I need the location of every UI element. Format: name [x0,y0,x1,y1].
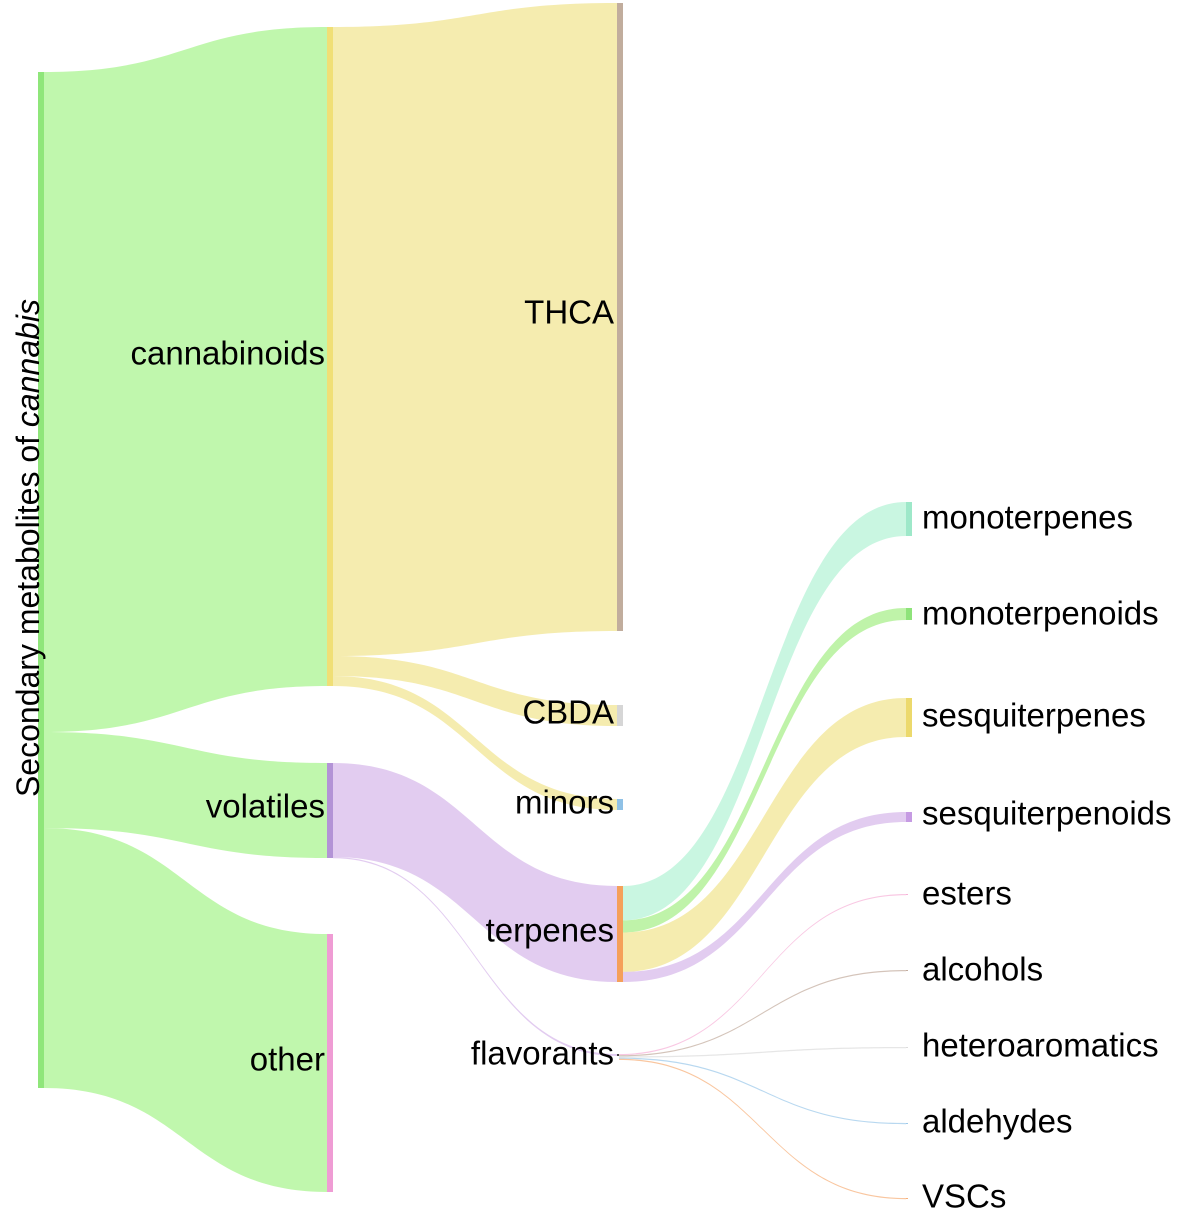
node-label-sesquiterpenoids: sesquiterpenoids [922,795,1172,832]
link-root-to-volatiles [44,732,327,858]
node-bar-CBDA [617,705,623,726]
node-bar-heteroaromatics [906,1047,908,1048]
link-cannabinoids-to-CBDA [333,656,617,726]
diagram-title-prefix: Secondary metabolites of [10,427,46,797]
node-bar-sesquiterpenoids [906,812,912,822]
diagram-title: Secondary metabolites of cannabis [10,299,46,797]
link-root-to-cannabinoids [44,27,327,732]
link-volatiles-to-terpenes [333,763,617,982]
node-bar-flavorants [617,1054,619,1056]
node-label-heteroaromatics: heteroaromatics [922,1027,1159,1064]
node-bar-volatiles [327,763,333,858]
sankey-node-bars [38,3,912,1199]
node-label-terpenes: terpenes [486,912,614,949]
diagram-title-italic: cannabis [10,299,46,427]
node-bar-aldehydes [906,1123,908,1124]
node-label-VSCs: VSCs [922,1178,1006,1211]
node-bar-root [38,72,44,1088]
node-label-minors: minors [515,784,614,821]
node-label-monoterpenoids: monoterpenoids [922,595,1159,632]
node-label-volatiles: volatiles [206,788,325,825]
link-terpenes-to-sesquiterpenes [623,698,906,972]
node-bar-VSCs [906,1198,908,1199]
node-bar-monoterpenes [906,502,912,536]
link-flavorants-to-aldehydes [619,1057,906,1125]
link-flavorants-to-VSCs [619,1058,906,1200]
link-flavorants-to-heteroaromatics [619,1047,906,1058]
sankey-node-labels: cannabinoids volatiles other THCA CBDA minors… [131,294,1172,1211]
node-label-monoterpenes: monoterpenes [922,499,1133,536]
node-label-cannabinoids: cannabinoids [131,335,326,372]
link-terpenes-to-sesquiterpenoids [623,812,906,982]
node-label-esters: esters [922,875,1012,912]
sankey-links [44,3,906,1200]
node-bar-sesquiterpenes [906,698,912,737]
node-label-sesquiterpenes: sesquiterpenes [922,697,1146,734]
node-bar-THCA [617,3,623,631]
node-label-alcohols: alcohols [922,951,1043,988]
node-label-CBDA: CBDA [522,694,614,731]
link-cannabinoids-to-minors [333,676,617,810]
link-cannabinoids-to-THCA [333,3,617,657]
node-label-THCA: THCA [524,294,614,331]
node-bar-alcohols [906,970,908,971]
link-flavorants-to-alcohols [619,970,906,1057]
node-label-aldehydes: aldehydes [922,1103,1072,1140]
node-bar-monoterpenoids [906,608,912,620]
node-bar-esters [906,894,908,895]
link-volatiles-to-flavorants [333,857,617,1056]
node-label-other: other [250,1041,325,1078]
node-bar-minors [617,799,623,810]
node-bar-cannabinoids [327,27,333,686]
link-terpenes-to-monoterpenes [623,502,906,921]
link-flavorants-to-esters [619,894,906,1056]
node-bar-other [327,934,333,1192]
node-bar-terpenes [617,886,623,982]
link-root-to-other [44,828,327,1192]
link-terpenes-to-monoterpenoids [623,608,906,933]
node-label-flavorants: flavorants [471,1035,614,1072]
